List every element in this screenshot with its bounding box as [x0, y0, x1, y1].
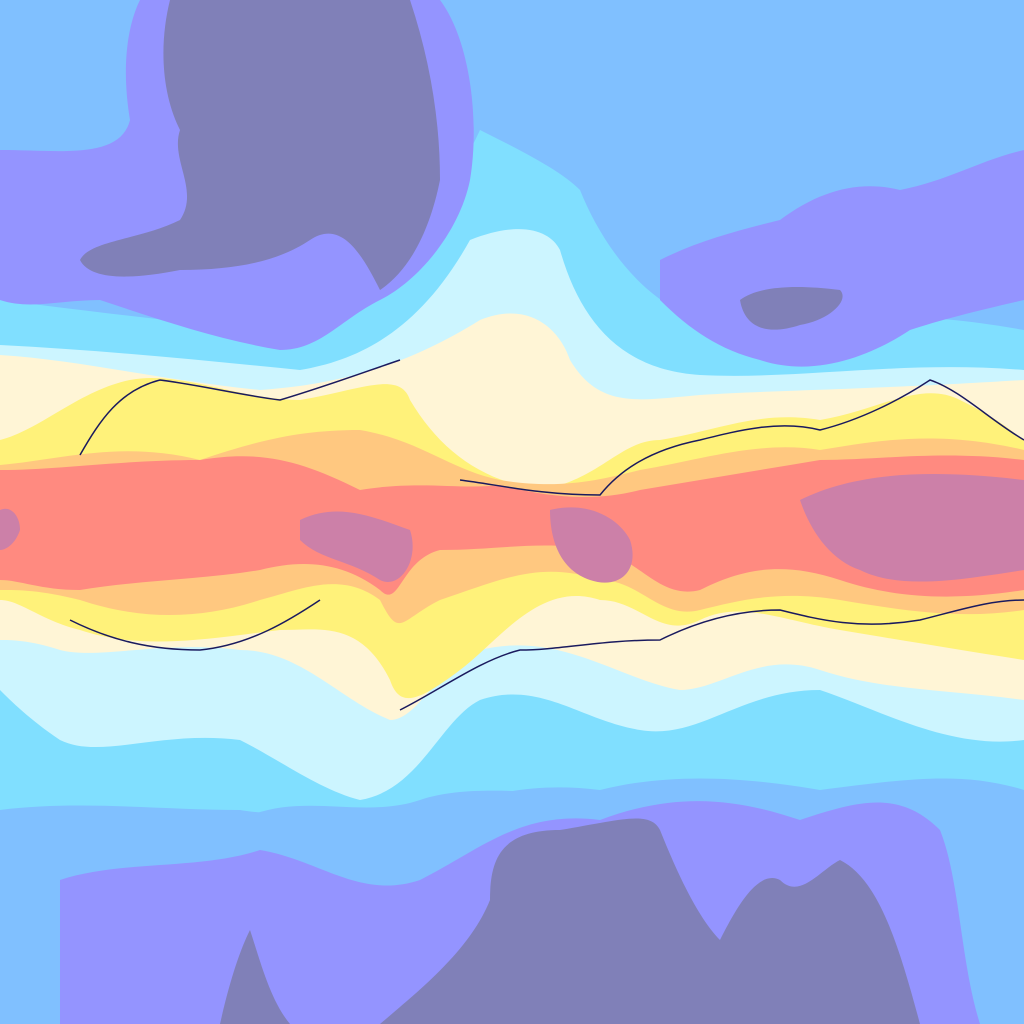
- patch-extreme-3: [800, 474, 1024, 582]
- patch-extreme-4: [0, 508, 20, 550]
- region-deep-cold-south: [220, 818, 920, 1024]
- patch-extreme-1: [300, 511, 413, 582]
- region-deep-cold-north-east: [740, 287, 843, 330]
- region-deep-cold-north: [80, 0, 440, 290]
- front-line-south: [69, 599, 1024, 711]
- front-line-north: [79, 359, 1024, 496]
- patch-extreme-2: [550, 507, 633, 583]
- band-very-hot: [0, 455, 1024, 597]
